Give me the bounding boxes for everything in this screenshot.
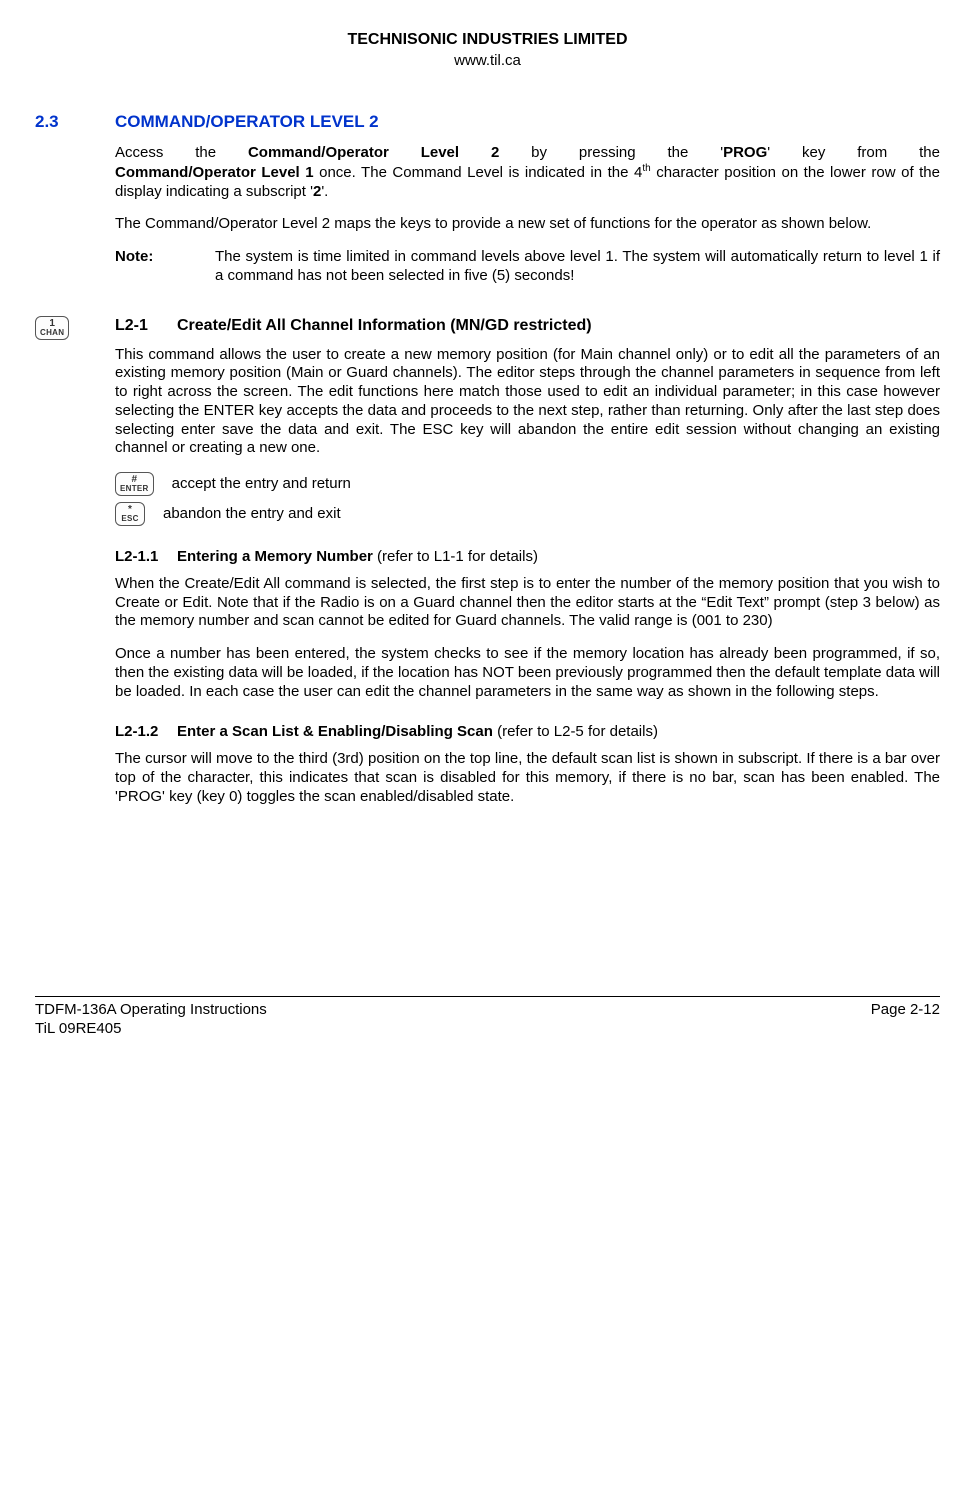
subsub-ref: (refer to L2-5 for details): [493, 723, 658, 740]
esc-row: * ESC abandon the entry and exit: [115, 502, 940, 526]
t: th: [642, 163, 650, 174]
note-text: The system is time limited in command le…: [215, 248, 940, 286]
section-title: COMMAND/OPERATOR LEVEL 2: [115, 111, 379, 132]
l2-1-p1: This command allows the user to create a…: [115, 346, 940, 459]
subsub-title: Enter a Scan List & Enabling/Disabling S…: [177, 723, 493, 740]
t: Command/Operator Level 2: [248, 144, 499, 161]
section-number: 2.3: [35, 111, 115, 132]
note-label: Note:: [115, 248, 215, 286]
section-p1: Access the Command/Operator Level 2 by p…: [115, 144, 940, 163]
sub-title: Create/Edit All Channel Information (MN/…: [177, 317, 592, 334]
chan-key-icon: 1 CHAN: [35, 316, 69, 340]
t: ' key from the: [767, 144, 940, 161]
l2-1-heading: L2-1Create/Edit All Channel Information …: [115, 316, 592, 336]
company-header: TECHNISONIC INDUSTRIES LIMITED: [35, 30, 940, 50]
l2-1-1-p1: When the Create/Edit All command is sele…: [115, 575, 940, 631]
subsub-title: Entering a Memory Number: [177, 548, 373, 565]
t: '.: [321, 183, 328, 200]
section-heading: 2.3 COMMAND/OPERATOR LEVEL 2: [35, 111, 940, 132]
enter-key-icon: # ENTER: [115, 472, 154, 496]
key-top: 1: [40, 319, 64, 329]
section-p1b: Command/Operator Level 1 once. The Comma…: [115, 163, 940, 202]
section-p2: The Command/Operator Level 2 maps the ke…: [115, 215, 940, 234]
l2-1-2-heading: L2-1.2Enter a Scan List & Enabling/Disab…: [115, 723, 940, 742]
footer-left1: TDFM-136A Operating Instructions: [35, 1001, 267, 1020]
key-bot: ESC: [120, 515, 140, 523]
t: Access the: [115, 144, 248, 161]
t: Command/Operator Level 1: [115, 164, 314, 181]
l2-1-1-heading: L2-1.1Entering a Memory Number (refer to…: [115, 548, 940, 567]
footer-rule: [35, 996, 940, 997]
t: PROG: [723, 144, 767, 161]
t: once. The Command Level is indicated in …: [314, 164, 643, 181]
key-bot: CHAN: [40, 329, 64, 337]
subsub-ref: (refer to L1-1 for details): [373, 548, 538, 565]
company-url: www.til.ca: [35, 52, 940, 71]
esc-text: abandon the entry and exit: [163, 505, 341, 524]
sub-num: L2-1: [115, 316, 177, 336]
footer-left2: TiL 09RE405: [35, 1020, 267, 1039]
footer-right: Page 2-12: [871, 1001, 940, 1039]
esc-key-icon: * ESC: [115, 502, 145, 526]
enter-row: # ENTER accept the entry and return: [115, 472, 940, 496]
l2-1-heading-row: 1 CHAN L2-1Create/Edit All Channel Infor…: [35, 316, 940, 340]
enter-text: accept the entry and return: [172, 475, 351, 494]
footer-left: TDFM-136A Operating Instructions TiL 09R…: [35, 1001, 267, 1039]
note-block: Note: The system is time limited in comm…: [115, 248, 940, 286]
l2-1-1-p2: Once a number has been entered, the syst…: [115, 645, 940, 701]
key-bot: ENTER: [120, 485, 149, 493]
page-footer: TDFM-136A Operating Instructions TiL 09R…: [35, 1001, 940, 1039]
subsub-num: L2-1.2: [115, 723, 177, 742]
t: by pressing the ': [499, 144, 723, 161]
l2-1-2-p1: The cursor will move to the third (3rd) …: [115, 750, 940, 806]
subsub-num: L2-1.1: [115, 548, 177, 567]
